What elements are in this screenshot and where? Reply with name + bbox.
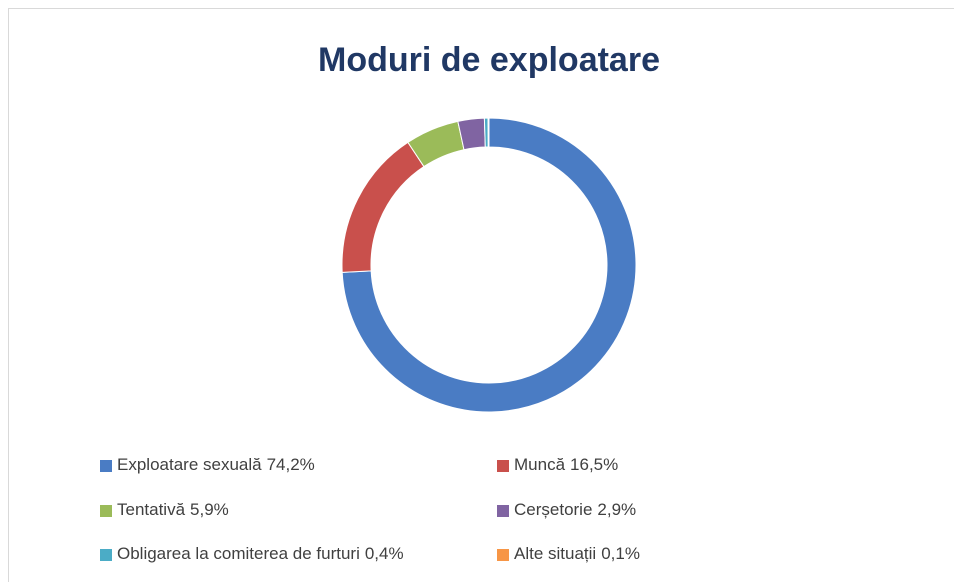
legend-label: Cerșetorie 2,9% bbox=[514, 500, 636, 519]
legend-swatch bbox=[100, 505, 112, 517]
legend-name: Obligarea la comiterea de furturi bbox=[117, 544, 360, 563]
legend-value: 16,5% bbox=[570, 455, 618, 474]
legend-label: Tentativă 5,9% bbox=[117, 500, 229, 519]
donut-slice bbox=[487, 117, 490, 148]
legend-swatch bbox=[497, 505, 509, 517]
legend-label: Alte situații 0,1% bbox=[514, 544, 640, 563]
legend-label: Muncă 16,5% bbox=[514, 455, 618, 474]
legend-swatch bbox=[497, 549, 509, 561]
legend-swatch bbox=[100, 460, 112, 472]
legend-swatch bbox=[100, 549, 112, 561]
legend-value: 0,1% bbox=[601, 544, 640, 563]
legend-name: Tentativă bbox=[117, 500, 186, 519]
legend-name: Cerșetorie bbox=[514, 500, 592, 519]
legend-name: Alte situații bbox=[514, 544, 596, 563]
legend-name: Muncă bbox=[514, 455, 566, 474]
legend-name: Exploatare sexuală bbox=[117, 455, 262, 474]
chart-title: Moduri de exploatare bbox=[318, 41, 660, 79]
chart-border bbox=[8, 8, 954, 582]
legend-swatch bbox=[497, 460, 509, 472]
legend-label: Exploatare sexuală 74,2% bbox=[117, 455, 315, 474]
donut-slice bbox=[341, 117, 637, 413]
legend-value: 74,2% bbox=[267, 455, 315, 474]
legend-value: 0,4% bbox=[365, 544, 404, 563]
legend-value: 2,9% bbox=[597, 500, 636, 519]
legend-value: 5,9% bbox=[190, 500, 229, 519]
legend-label: Obligarea la comiterea de furturi 0,4% bbox=[117, 544, 404, 563]
